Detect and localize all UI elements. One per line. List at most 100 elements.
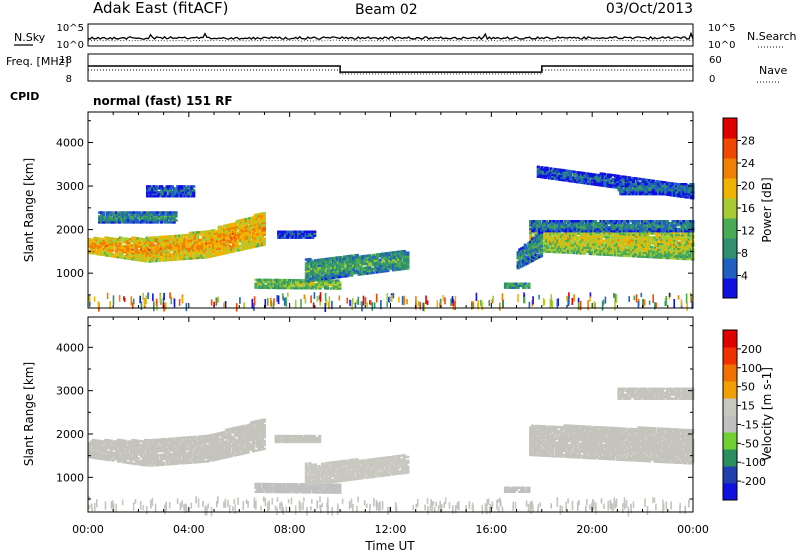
range-gate-cell [550,232,554,236]
range-gate-cell [626,233,630,236]
range-gate-cell [676,229,680,233]
range-gate-cell [133,242,137,246]
range-gate-cell [284,234,288,237]
range-gate-cell [615,180,619,183]
range-gate-cell [682,234,686,237]
range-gate-cell [628,241,632,244]
range-gate-cell [615,236,619,239]
range-gate-cell [570,249,574,253]
range-gate-cell [651,185,655,188]
range-gate-cell [284,236,288,239]
range-gate-cell [235,225,239,229]
range-gate-cell [649,253,653,257]
range-gate-cell [98,211,102,214]
range-gate-cell [221,242,225,246]
range-gate-cell [675,235,679,239]
range-gate-cell [210,231,214,234]
range-gate-cell [608,232,612,235]
range-gate-cell [619,227,623,231]
range-gate-cell [306,275,310,279]
range-gate-cell [268,286,272,290]
range-gate-cell [384,267,388,271]
range-gate-cell [516,261,520,264]
range-gate-cell [678,243,682,247]
range-gate-cell [639,241,643,244]
range-gate-cell [393,253,397,256]
range-gate-cell [592,227,596,231]
range-gate-cell [567,177,571,181]
range-gate-cell [538,232,542,235]
range-gate-cell [676,186,680,190]
range-gate-cell [649,183,653,186]
range-gate-cell [170,195,174,198]
range-gate-cell [183,236,187,239]
range-gate-cell [558,239,562,242]
range-gate-cell [393,268,397,272]
range-gate-cell [581,240,585,243]
range-gate-cell [186,187,190,190]
range-gate-cell [134,237,138,240]
range-gate-cell [523,259,527,262]
range-gate-cell [142,255,146,259]
range-gate-cell [232,226,236,230]
range-gate-cell [167,235,171,238]
range-gate-cell [554,223,558,227]
range-gate-cell [532,223,536,227]
range-gate-cell [125,239,129,243]
range-gate-cell [152,257,156,261]
range-gate-cell [529,246,533,250]
range-gate-cell [181,247,185,251]
range-gate-cell [344,259,348,262]
range-gate-cell [673,237,677,240]
range-gate-cell [141,217,145,220]
range-gate-cell [521,252,526,255]
range-gate-cell [574,229,578,233]
range-gate-cell [362,262,366,266]
range-gate-cell [395,268,399,271]
range-gate-cell [158,247,162,251]
range-gate-cell [570,243,574,247]
range-gate-cell [185,257,189,260]
range-gate-cell [242,232,247,235]
range-gate-cell [179,257,183,261]
range-gate-cell [379,268,383,271]
range-gate-cell [646,240,650,243]
range-gate-cell [689,225,693,229]
range-gate-cell [217,225,221,229]
range-gate-cell [88,243,92,247]
range-gate-cell [151,256,155,259]
range-gate-cell [169,221,173,224]
range-gate-cell [106,242,110,245]
range-gate-cell [619,250,623,253]
range-gate-cell [190,187,194,190]
range-gate-cell [619,181,623,184]
range-gate-cell [248,223,252,226]
range-gate-cell [158,243,162,247]
range-gate-cell [653,190,657,194]
range-gate-cell [626,223,630,227]
range-gate-cell [667,231,671,234]
range-gate-cell [308,271,312,275]
range-gate-cell [286,234,290,237]
range-gate-cell [384,262,388,265]
range-gate-cell [106,240,110,243]
range-gate-cell [324,275,328,278]
range-gate-cell [521,262,526,265]
range-gate-cell [163,211,167,214]
range-gate-cell [395,262,399,266]
range-gate-cell [588,248,592,252]
range-gate-cell [549,171,553,174]
range-gate-cell [664,239,668,242]
range-gate-cell [382,266,386,269]
range-gate-cell [165,189,169,192]
range-gate-cell [518,262,522,265]
range-gate-cell [660,240,664,244]
range-gate-cell [559,249,563,252]
range-gate-cell [649,246,653,249]
range-gate-cell [274,282,278,286]
range-gate-cell [131,236,135,239]
range-gate-cell [671,185,675,188]
range-gate-cell [359,265,363,268]
range-gate-cell [190,253,194,256]
range-gate-cell [617,236,621,239]
